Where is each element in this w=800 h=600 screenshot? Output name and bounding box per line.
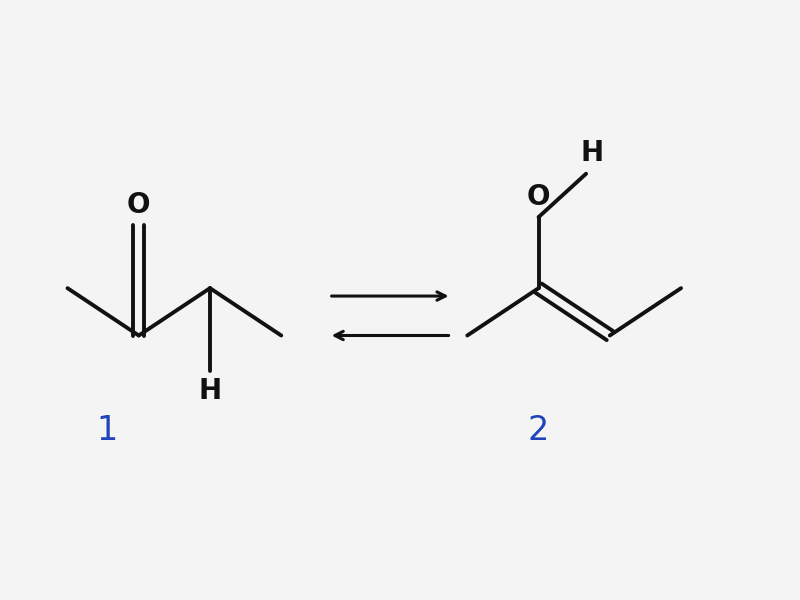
Text: H: H <box>198 377 222 406</box>
Text: H: H <box>581 139 604 167</box>
Text: 2: 2 <box>528 415 550 448</box>
Text: O: O <box>526 183 550 211</box>
Text: O: O <box>127 191 150 219</box>
Text: 1: 1 <box>97 415 118 448</box>
